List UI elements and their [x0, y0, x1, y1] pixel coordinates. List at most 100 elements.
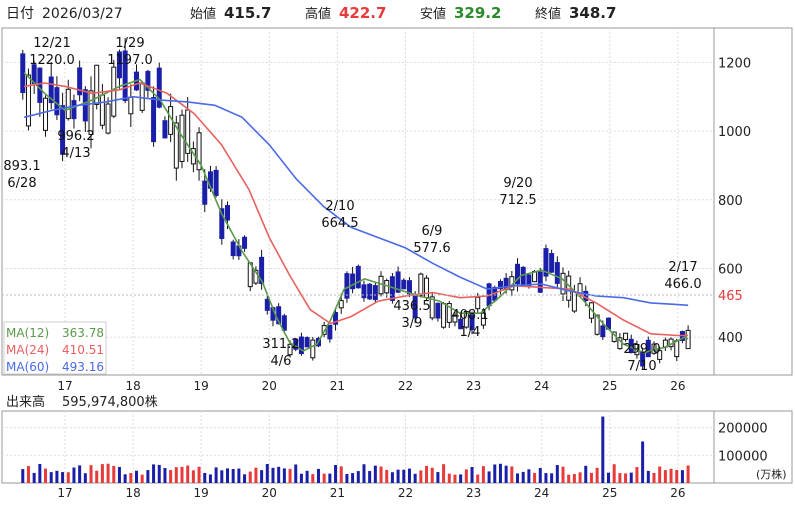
volume-bar	[459, 474, 463, 483]
volume-bar	[487, 471, 491, 483]
y-tick-label: 1000	[718, 125, 751, 140]
legend-ma12-value: 363.78	[62, 326, 104, 340]
x-tick-label-volume: 23	[466, 486, 481, 500]
x-tick-label-volume: 25	[602, 486, 617, 500]
candle-body	[446, 303, 452, 323]
volume-bar	[123, 474, 127, 483]
annotation-date: 6/9	[422, 224, 443, 239]
open-label: 始値	[190, 6, 216, 22]
volume-bar	[49, 472, 53, 483]
y-tick-label: 1200	[718, 56, 751, 71]
candle-body	[645, 339, 651, 358]
volume-bar	[55, 470, 59, 483]
volume-bar	[368, 471, 372, 483]
candle-body	[71, 100, 77, 120]
volume-bar	[186, 465, 190, 483]
volume-bar	[589, 472, 593, 483]
volume-bar	[140, 474, 144, 483]
volume-bar	[100, 464, 104, 483]
x-tick-label: 23	[466, 379, 481, 393]
volume-bar	[481, 466, 485, 483]
x-tick-label-volume: 20	[262, 486, 277, 500]
candle-body	[469, 314, 475, 331]
candle-body	[497, 280, 503, 290]
candle-body	[458, 318, 464, 330]
candle-body	[77, 67, 83, 96]
candle-body	[111, 66, 117, 117]
candle-body	[224, 205, 230, 221]
volume-bar	[379, 466, 383, 483]
volume-bar	[521, 471, 525, 483]
candle-body	[94, 64, 100, 105]
volume-bar	[197, 466, 201, 483]
volume-bar	[322, 473, 326, 483]
volume-bar	[243, 474, 247, 483]
volume-bar	[66, 472, 70, 483]
candle-body	[219, 208, 225, 239]
volume-bar	[516, 473, 520, 483]
ma12-line	[23, 72, 689, 354]
candle-body	[566, 275, 572, 301]
volume-tick-label: 200000	[718, 422, 768, 437]
candle-body	[43, 97, 49, 131]
candle-body	[173, 122, 179, 169]
annotation-date: 9/20	[503, 176, 532, 191]
annotation-value: 664.5	[321, 216, 358, 231]
volume-bar	[567, 474, 571, 483]
candle-body	[623, 332, 629, 341]
volume-bar	[652, 472, 656, 483]
close-label: 終値	[535, 6, 561, 22]
volume-bar	[32, 472, 36, 483]
volume-bar	[328, 473, 332, 483]
candle-body	[560, 272, 566, 295]
volume-bar	[470, 467, 474, 483]
annotation-value: 1220.0	[29, 53, 75, 68]
volume-bar	[157, 464, 161, 483]
candle-body	[537, 271, 543, 293]
legend-box	[3, 321, 107, 375]
volume-bar	[169, 470, 173, 483]
volume-right-axis	[713, 410, 793, 484]
candle-body	[657, 350, 663, 360]
annotation-value: 436.5	[393, 299, 430, 314]
volume-bar	[390, 472, 394, 483]
volume-bar	[61, 472, 65, 483]
x-tick-label-volume: 22	[398, 486, 413, 500]
close-value: 348.7	[569, 4, 616, 22]
candle-body	[327, 324, 333, 340]
volume-bar	[425, 465, 429, 483]
volume-bar	[152, 464, 156, 483]
annotation-date: 1/4	[460, 325, 481, 340]
volume-bar	[260, 470, 264, 483]
candle-body	[196, 132, 202, 171]
volume-bar	[265, 464, 269, 483]
candle-body	[355, 265, 361, 289]
volume-bar	[78, 465, 82, 483]
legend-ma24-label: MA(24)	[6, 343, 49, 357]
annotation-value: 712.5	[499, 193, 536, 208]
volume-bar	[174, 467, 178, 483]
x-tick-label: 20	[262, 379, 277, 393]
date-value: 2026/03/27	[42, 6, 123, 22]
volume-bar	[635, 467, 639, 483]
candle-body	[367, 283, 373, 300]
volume-bar	[191, 470, 195, 483]
candle-body	[185, 109, 191, 154]
volume-bar	[362, 464, 366, 483]
annotation-date: 4/6	[271, 354, 292, 369]
candle-body	[515, 263, 521, 285]
candle-body	[361, 284, 367, 299]
candle-body	[156, 67, 162, 108]
candle-body	[151, 97, 157, 143]
candle-body	[128, 96, 134, 115]
annotation-value: 311.2	[262, 337, 299, 352]
annotation-value: 466.0	[664, 277, 701, 292]
volume-bar	[629, 472, 633, 483]
x-tick-label: 17	[57, 379, 72, 393]
candle-body	[105, 103, 111, 134]
candle-body	[202, 180, 208, 205]
candle-body	[333, 311, 339, 325]
annotation-value: 893.1	[3, 159, 40, 174]
volume-bar	[510, 466, 514, 483]
